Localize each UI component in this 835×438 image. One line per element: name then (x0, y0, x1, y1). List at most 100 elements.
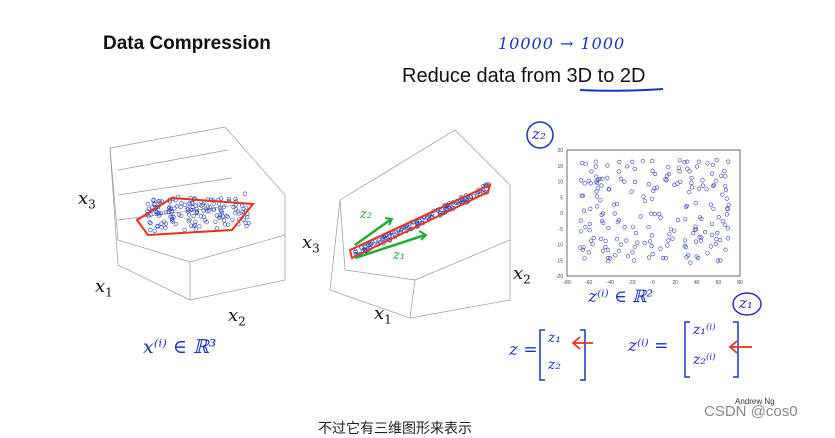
plot1-point (146, 214, 151, 219)
plot3-point (700, 183, 706, 188)
plot3-point (693, 227, 698, 232)
plot3-point (618, 176, 624, 181)
plot3-point (650, 251, 655, 257)
plot1-point (200, 202, 206, 207)
plot3-point (658, 215, 663, 220)
plot3-point (650, 168, 655, 173)
plot3-point (581, 245, 586, 250)
plot1-point (190, 207, 195, 213)
plot3-point (714, 237, 719, 242)
plot3-point (670, 236, 675, 241)
plot3-point (578, 178, 584, 183)
plot3-point (708, 202, 714, 207)
zi-entry-1: z₁⁽ⁱ⁾ (693, 322, 716, 338)
plot3-point (714, 158, 719, 163)
plot3-ticks: -80 -60 -40 -20 0 20 40 60 80 20 15 10 5 0 -5 -10 -15 -20 (556, 148, 743, 286)
plot3-point (685, 166, 690, 171)
plot3-point (705, 161, 710, 166)
plot3-point (612, 211, 617, 216)
plot3-point (595, 181, 600, 186)
plot1-point (175, 204, 180, 209)
plot2-point (380, 236, 385, 241)
plot1-point (190, 205, 195, 210)
plot3-point (694, 254, 699, 259)
plot3-point (613, 253, 618, 258)
plot1-point (189, 223, 194, 228)
plot3-point (642, 198, 648, 203)
plot3-point (603, 238, 608, 243)
plot3-z1-label: z₁ (739, 294, 753, 312)
plot3-point (694, 164, 700, 169)
plot1-point (240, 209, 245, 214)
note-10000-to-1000: 10000 → 1000 (498, 34, 626, 53)
plot3-point (588, 206, 593, 211)
plot1-point (163, 225, 168, 230)
plot1-point (216, 215, 221, 220)
plot3-hand-formula: z⁽ⁱ⁾ ∈ ℝ² (588, 287, 654, 307)
plot1-point (186, 209, 191, 214)
plot3-point (608, 256, 613, 261)
plot1-point (156, 199, 161, 204)
plot3-x-tick: 60 (716, 280, 722, 286)
plot1-point (152, 228, 157, 233)
plot2-point (395, 230, 400, 235)
plot1-point (163, 210, 169, 215)
plot3-point (614, 237, 620, 242)
plot3-point (726, 159, 731, 164)
plot1-point (182, 227, 187, 232)
plot3-point (598, 236, 604, 241)
plot3-point (684, 203, 690, 208)
plot3-point (698, 238, 704, 243)
plot3-point (594, 204, 600, 209)
plot3-point (586, 250, 591, 255)
plot1-point (185, 207, 190, 212)
plot1-point (197, 224, 202, 229)
plot1-point (182, 202, 187, 207)
plot3-point (588, 181, 593, 186)
csdn-watermark: CSDN @cos0 (704, 403, 798, 420)
plot3-point (687, 169, 692, 174)
plot3-point (606, 255, 611, 261)
plot3-point (689, 176, 694, 181)
z1-axis-arrow (354, 233, 426, 260)
plot1-point (245, 215, 250, 220)
plot3-point (625, 254, 631, 259)
plot1-point (155, 223, 160, 228)
plot3-x-tick: 80 (737, 280, 743, 286)
plot3-point (594, 189, 599, 194)
plot3-point (646, 182, 651, 187)
plot3-point (689, 180, 694, 185)
plot3-point (594, 174, 599, 179)
plot3-x-tick: -20 (628, 280, 635, 286)
plot3-point (688, 260, 693, 265)
plot1-x1-label: x1 (95, 276, 113, 300)
plot1-point (211, 207, 217, 212)
plot3-point (641, 194, 646, 199)
plot1-point (221, 218, 227, 223)
plot3-point (720, 219, 725, 224)
plot1-point (218, 196, 224, 201)
plot3-point (622, 225, 627, 230)
plot3-point (652, 212, 658, 217)
plot3-y-tick: 5 (560, 195, 563, 201)
plot3-point (582, 181, 587, 186)
plot3-point (591, 235, 596, 241)
plot3-point (618, 242, 624, 247)
plot1-point (224, 213, 229, 218)
plot3-point (630, 159, 635, 164)
plot3-point (682, 238, 688, 243)
plot2-x3-label: x3 (302, 232, 320, 256)
plot3-point (682, 160, 687, 165)
z2-axis-arrow (354, 218, 391, 247)
plot1-point (221, 204, 227, 209)
plot3-point (723, 222, 728, 227)
figure-canvas: -80 -60 -40 -20 0 20 40 60 80 20 15 10 5 0 -5 -10 -15 -20 (109, 88, 762, 381)
plot3-point (633, 231, 639, 236)
plot1-point (170, 209, 175, 214)
plot3-point (606, 226, 611, 231)
plot3-point (697, 235, 702, 240)
plot3-point (709, 171, 715, 176)
plot3-point (588, 238, 594, 243)
plot1-point (243, 205, 248, 210)
z-entry-2: z₂ (548, 357, 561, 373)
